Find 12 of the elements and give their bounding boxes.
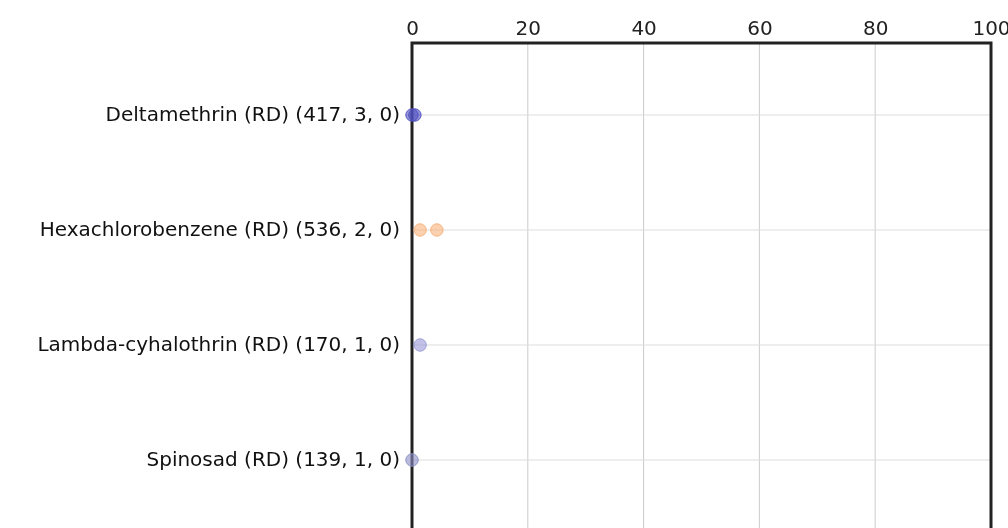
point — [405, 453, 419, 467]
y-tick-label: Spinosad (RD) (139, 1, 0) — [146, 447, 400, 472]
y-tick-label: Deltamethrin (RD) (417, 3, 0) — [105, 102, 400, 127]
x-tick-label: 20 — [515, 16, 542, 40]
y-tick-label: Hexachlorobenzene (RD) (536, 2, 0) — [39, 217, 400, 242]
x-tick-label: 0 — [406, 16, 419, 40]
point — [413, 338, 427, 352]
x-tick-label: 60 — [747, 16, 773, 40]
x-tick-label: 40 — [631, 16, 657, 40]
x-tick-label: 80 — [862, 16, 889, 40]
y-tick-label: Lambda-cyhalothrin (RD) (170, 1, 0) — [37, 332, 400, 357]
point — [430, 223, 444, 237]
